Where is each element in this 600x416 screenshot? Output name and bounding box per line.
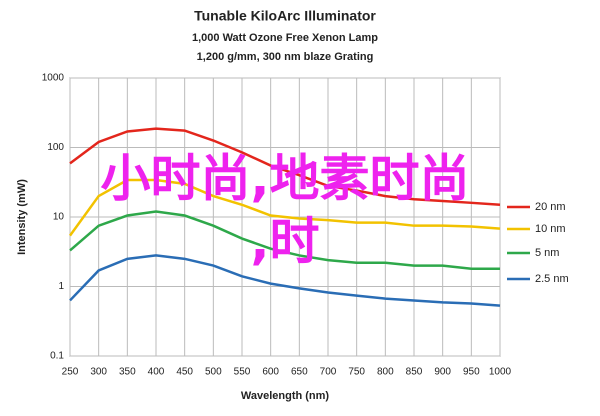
x-tick-label: 400 <box>148 367 165 378</box>
legend-label: 2.5 nm <box>535 273 569 285</box>
chart-subtitle: 1,000 Watt Ozone Free Xenon Lamp <box>192 32 378 44</box>
y-tick-label: 100 <box>47 142 64 153</box>
y-tick-label: 0.1 <box>50 351 64 362</box>
legend-label: 5 nm <box>535 247 559 259</box>
series-line <box>69 127 501 207</box>
y-tick-label: 1 <box>58 281 64 292</box>
legend-label: 20 nm <box>535 201 566 213</box>
x-tick-label: 700 <box>320 367 337 378</box>
legend-label: 10 nm <box>535 223 566 235</box>
y-tick-label: 1000 <box>42 73 65 84</box>
x-tick-label: 900 <box>434 367 451 378</box>
x-tick-label: 600 <box>262 367 279 378</box>
x-tick-label: 300 <box>90 367 107 378</box>
x-tick-label: 650 <box>291 367 308 378</box>
overlay-text: 小时尚,地素时尚 <box>101 150 470 208</box>
chart-subtitle: 1,200 g/mm, 300 nm blaze Grating <box>197 51 374 63</box>
overlay-text: ,时 <box>251 213 320 271</box>
x-tick-label: 350 <box>119 367 136 378</box>
x-tick-label: 450 <box>176 367 193 378</box>
x-tick-label: 750 <box>348 367 365 378</box>
chart-title: Tunable KiloArc Illuminator <box>194 8 376 24</box>
x-tick-label: 1000 <box>489 367 512 378</box>
y-tick-label: 10 <box>53 212 65 223</box>
y-axis-label: Intensity (mW) <box>16 179 28 255</box>
x-tick-label: 850 <box>406 367 423 378</box>
series-line <box>68 178 501 237</box>
x-axis-label: Wavelength (nm) <box>241 390 330 402</box>
series-line <box>69 254 501 307</box>
x-tick-label: 500 <box>205 367 222 378</box>
x-tick-label: 250 <box>62 367 79 378</box>
series-line <box>69 210 500 271</box>
x-tick-label: 550 <box>234 367 251 378</box>
x-tick-label: 800 <box>377 367 394 378</box>
x-tick-label: 950 <box>463 367 480 378</box>
